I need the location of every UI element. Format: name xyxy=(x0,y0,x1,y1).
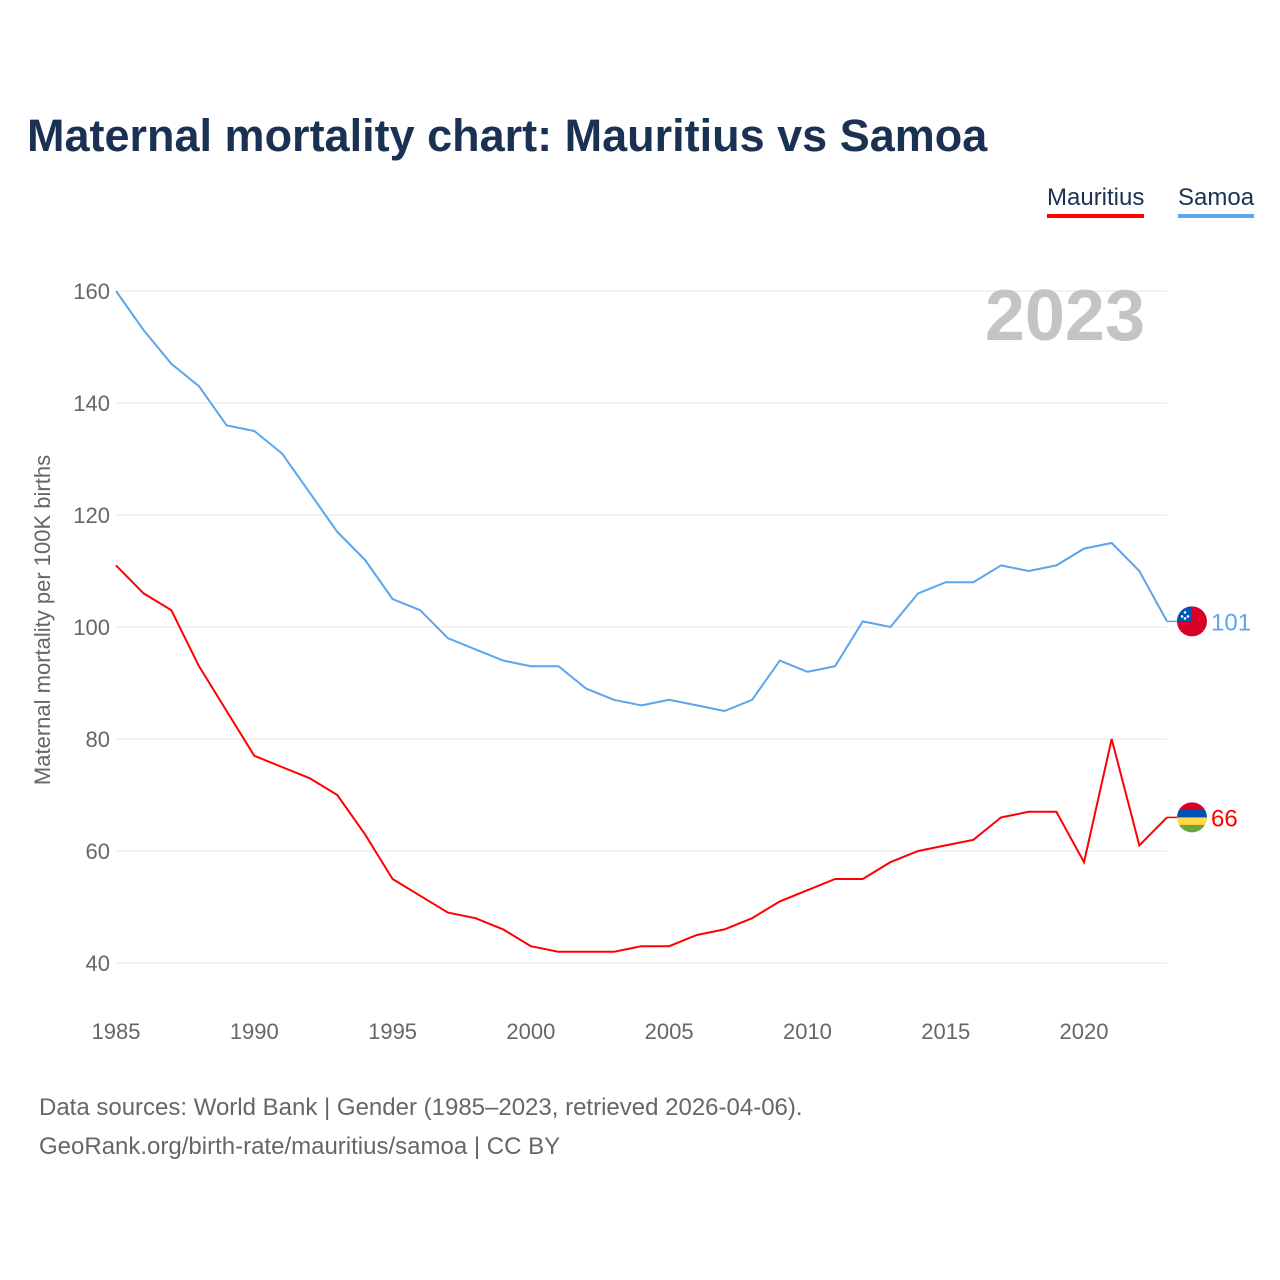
x-tick-label: 1995 xyxy=(368,1019,417,1044)
x-tick-label: 2020 xyxy=(1060,1019,1109,1044)
footer: Data sources: World Bank | Gender (1985–… xyxy=(39,1088,803,1166)
legend-mauritius[interactable]: Mauritius xyxy=(1047,184,1145,218)
source-text: Data sources: World Bank | Gender (1985–… xyxy=(39,1094,803,1121)
x-tick-label: 1985 xyxy=(92,1019,141,1044)
chart-title: Maternal mortality chart: Mauritius vs S… xyxy=(27,110,988,161)
series-line-mauritius xyxy=(115,564,1168,953)
x-tick-label: 2005 xyxy=(645,1019,694,1044)
legend-samoa[interactable]: Samoa xyxy=(1178,184,1255,218)
y-axis-label: Maternal mortality per 100K births xyxy=(30,455,55,785)
year-watermark: 2023 xyxy=(985,276,1145,356)
samoa-flag-icon xyxy=(1177,606,1207,637)
end-value-label: 66 xyxy=(1211,805,1238,832)
y-tick-label: 160 xyxy=(73,279,110,304)
y-tick-label: 100 xyxy=(73,615,110,640)
x-tick-label: 2010 xyxy=(783,1019,832,1044)
x-tick-label: 2000 xyxy=(506,1019,555,1044)
y-tick-label: 40 xyxy=(86,951,110,976)
mauritius-flag-icon xyxy=(1177,802,1207,833)
x-tick-label: 1990 xyxy=(230,1019,279,1044)
y-tick-label: 80 xyxy=(86,727,110,752)
x-tick-label: 2015 xyxy=(921,1019,970,1044)
attribution-text: GeoRank.org/birth-rate/mauritius/samoa |… xyxy=(39,1133,561,1160)
y-tick-label: 60 xyxy=(86,839,110,864)
series-line-samoa xyxy=(115,290,1168,713)
y-tick-label: 140 xyxy=(73,391,110,416)
y-tick-label: 120 xyxy=(73,503,110,528)
end-value-label: 101 xyxy=(1211,609,1251,636)
